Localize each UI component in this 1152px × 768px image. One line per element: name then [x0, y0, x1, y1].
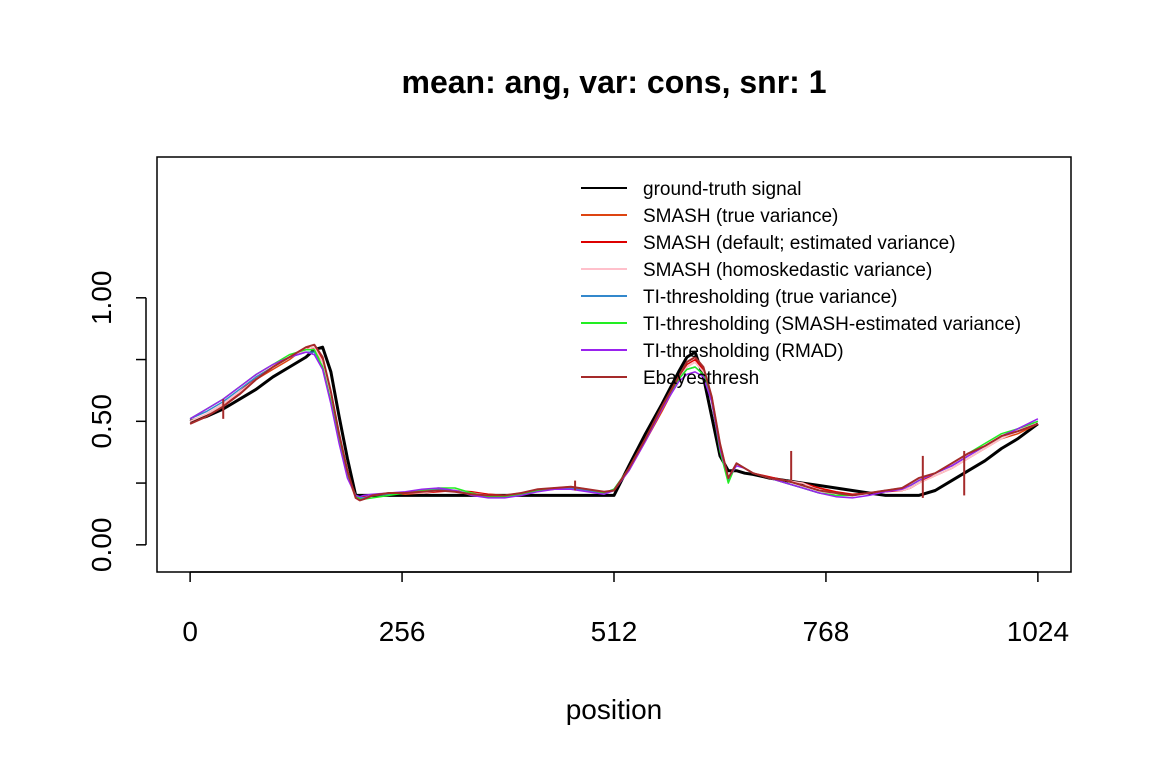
- x-tick-label: 0: [182, 616, 198, 647]
- y-tick-label: 1.00: [86, 271, 117, 326]
- legend-label: SMASH (true variance): [643, 206, 838, 227]
- legend-label: TI-thresholding (RMAD): [643, 341, 844, 362]
- legend-label: ground-truth signal: [643, 179, 801, 200]
- series-line: [189, 343, 1039, 502]
- legend-label: Ebayesthresh: [643, 368, 759, 389]
- plot-lines: [189, 343, 1039, 502]
- series-line: [189, 345, 1039, 497]
- x-axis: 0 256 512 768 1024: [182, 571, 1069, 647]
- y-tick-label: 0.50: [86, 394, 117, 449]
- legend-label: SMASH (default; estimated variance): [643, 233, 956, 254]
- x-tick-label: 512: [591, 616, 638, 647]
- y-axis: 0.00 0.50 1.00: [86, 271, 147, 573]
- x-tick-label: 256: [379, 616, 426, 647]
- y-tick-label: 0.00: [86, 518, 117, 573]
- legend: ground-truth signal SMASH (true variance)…: [581, 179, 1021, 389]
- chart-title: mean: ang, var: cons, snr: 1: [401, 64, 826, 100]
- plot-frame: [156, 156, 1072, 573]
- x-tick-label: 1024: [1007, 616, 1069, 647]
- legend-label: TI-thresholding (SMASH-estimated varianc…: [643, 314, 1021, 335]
- legend-label: SMASH (homoskedastic variance): [643, 260, 932, 281]
- x-tick-label: 768: [803, 616, 850, 647]
- legend-label: TI-thresholding (true variance): [643, 287, 898, 308]
- x-axis-label: position: [566, 694, 663, 725]
